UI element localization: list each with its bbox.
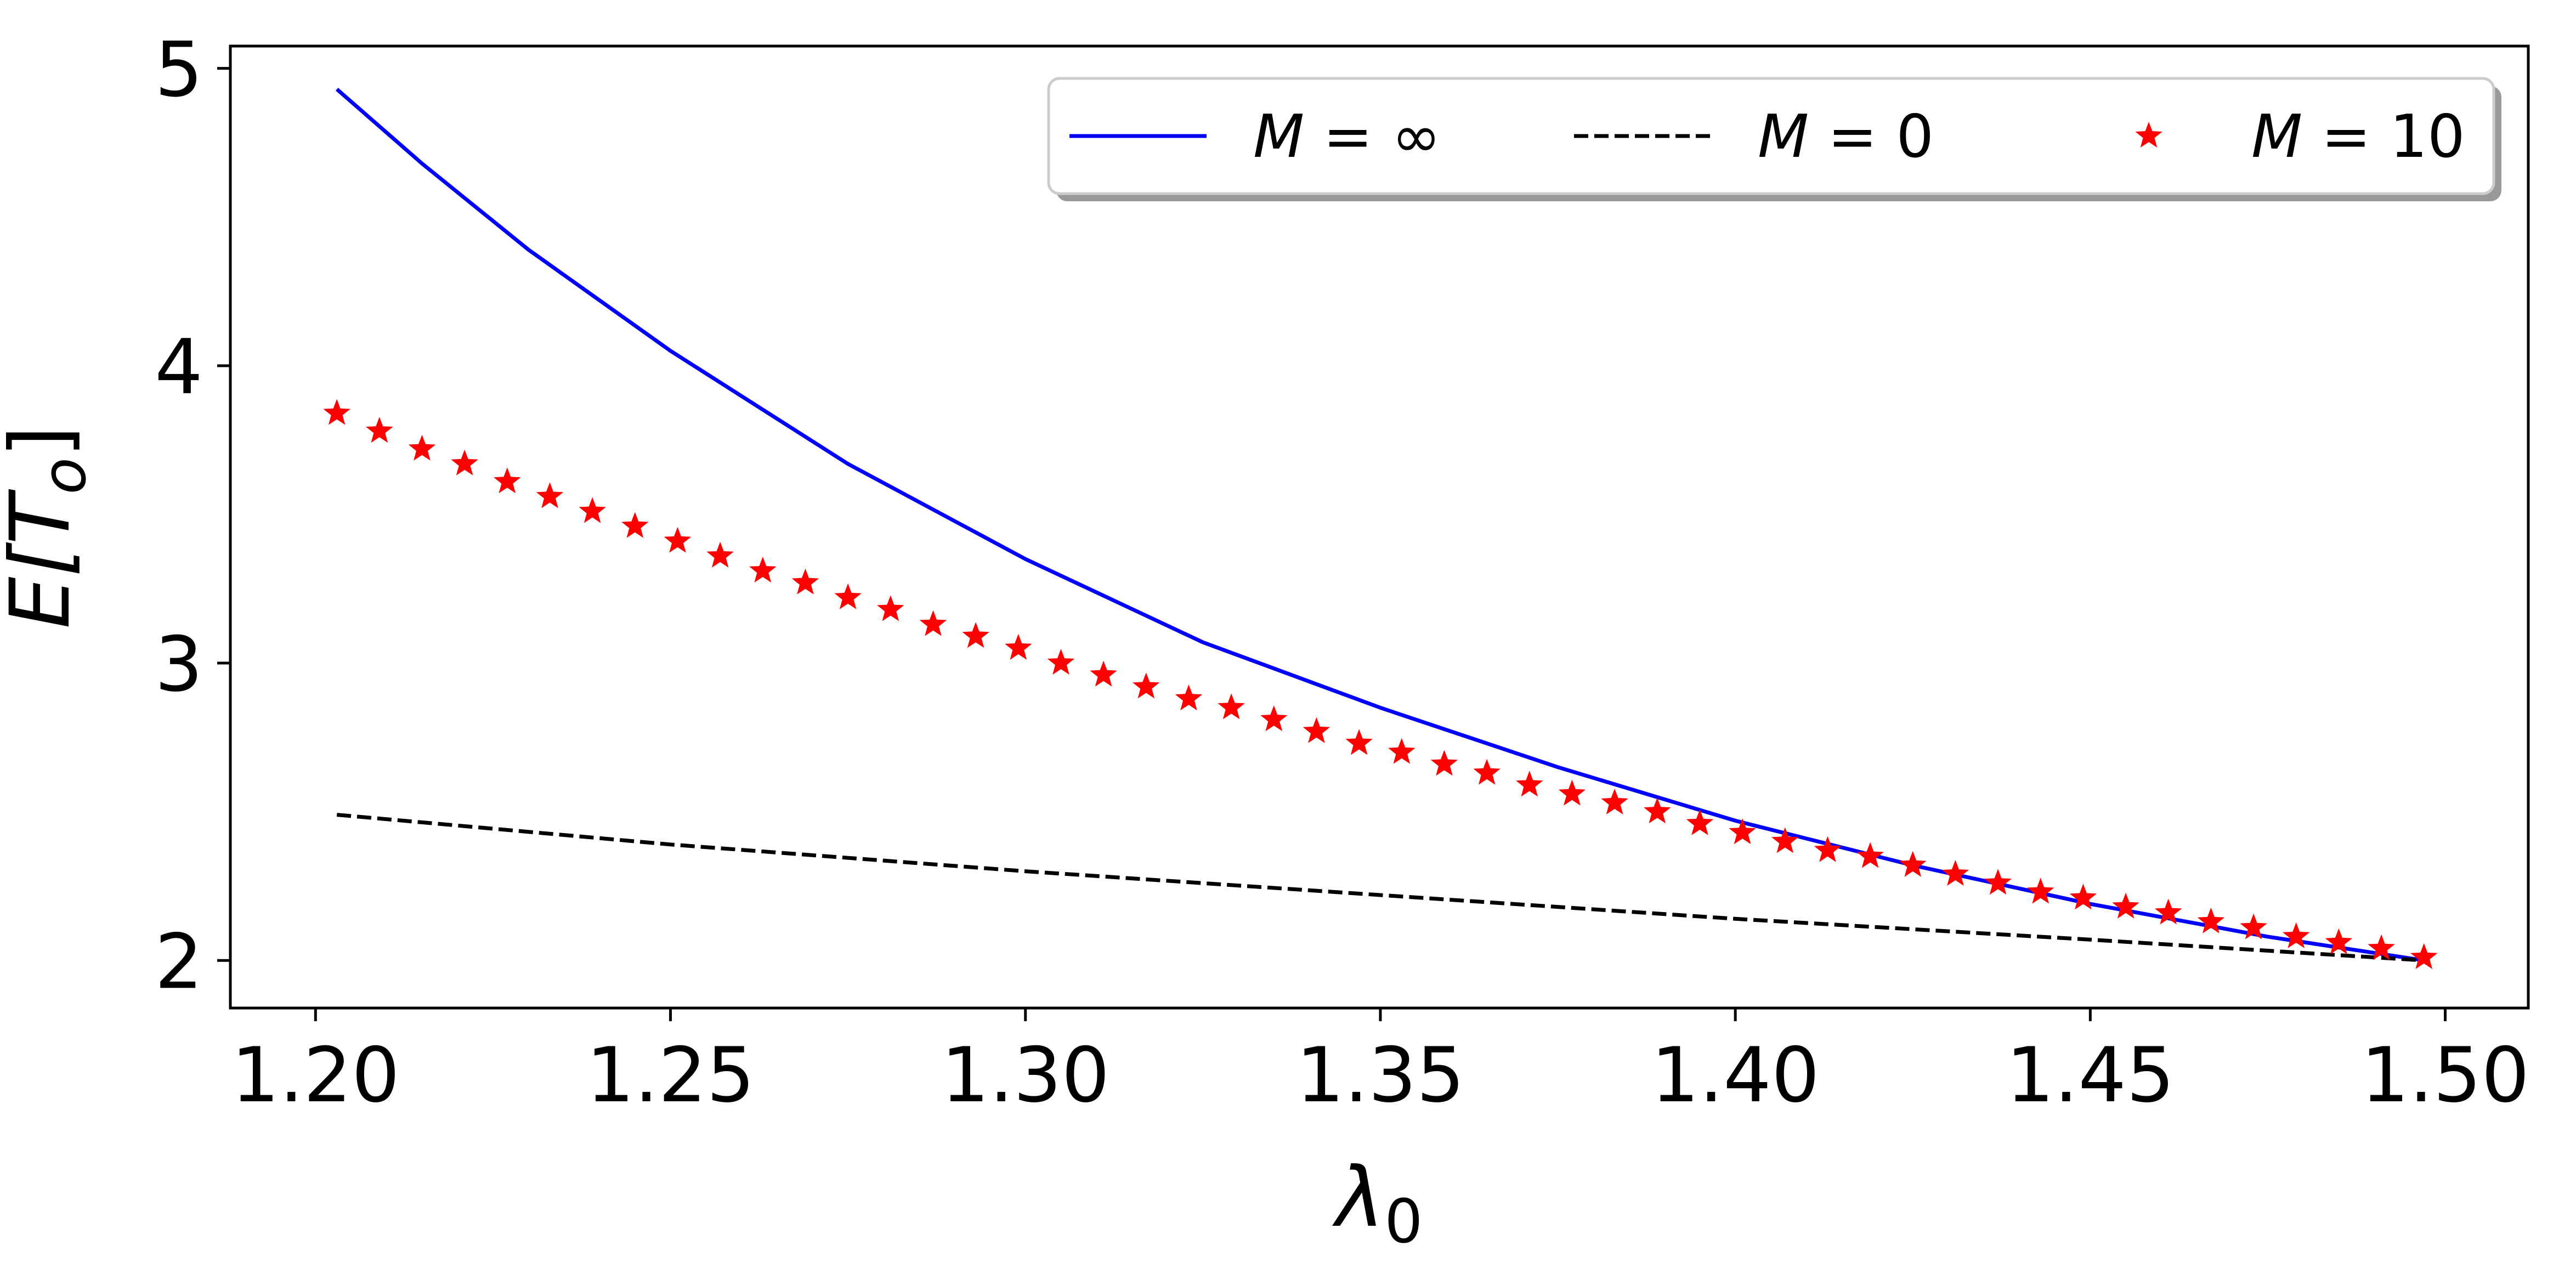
x-tick-label: 1.40 bbox=[1651, 1031, 1820, 1119]
series-m10-point bbox=[1601, 788, 1628, 814]
series-m10-point bbox=[1558, 779, 1586, 806]
y-axis-label-close: ] bbox=[0, 426, 88, 458]
series-m10-point bbox=[621, 512, 649, 538]
series-m10-point bbox=[1473, 758, 1501, 785]
x-tick-label: 1.35 bbox=[1296, 1031, 1464, 1119]
series-m10-point bbox=[2027, 878, 2054, 904]
series-m10-point bbox=[1090, 660, 1117, 687]
series-m10-point bbox=[1856, 842, 1884, 868]
series-m10-point bbox=[962, 622, 989, 648]
y-tick-label: 2 bbox=[155, 918, 203, 1006]
series-m10-point bbox=[494, 467, 521, 494]
series-m10-point bbox=[2069, 884, 2097, 910]
x-tick-label: 1.50 bbox=[2361, 1031, 2529, 1119]
y-axis-label-subscript: o bbox=[29, 457, 99, 494]
series-m10-point bbox=[408, 434, 436, 461]
series-m10-point bbox=[2240, 913, 2267, 939]
series-m10-point bbox=[1133, 672, 1160, 699]
series-m10-point bbox=[664, 527, 692, 553]
series-m10-point bbox=[1345, 729, 1373, 755]
series-m10-point bbox=[1218, 693, 1245, 720]
series-m10-point bbox=[1303, 717, 1331, 743]
y-axis-label: E[To] bbox=[0, 426, 99, 629]
ticks-layer: 1.20 1.25 1.30 1.35 1.40 1.45 1.50 2 3 4 5 bbox=[155, 26, 2529, 1119]
legend-box bbox=[1047, 77, 2495, 195]
series-m10-point bbox=[1686, 809, 1714, 835]
series-m10-point bbox=[536, 482, 564, 508]
series-m10-point bbox=[1388, 738, 1416, 764]
series-m10-point bbox=[1175, 684, 1203, 711]
x-axis-label: λ0 bbox=[1332, 1150, 1423, 1256]
series-layer bbox=[323, 87, 2438, 969]
series-m10-point bbox=[2368, 934, 2395, 960]
legend-label: M = 10 bbox=[2251, 103, 2465, 171]
series-m10-point bbox=[2197, 907, 2225, 933]
series-m10-point bbox=[451, 449, 478, 475]
series-m10-point bbox=[2410, 943, 2438, 969]
legend-label: M = 0 bbox=[1758, 103, 1934, 171]
legend-label-value: 10 bbox=[2390, 103, 2465, 171]
x-tick-label: 1.30 bbox=[941, 1031, 1109, 1119]
y-tick-label: 5 bbox=[155, 26, 203, 114]
series-m10-point bbox=[1516, 771, 1543, 797]
series-m10-point bbox=[1005, 633, 1032, 660]
series-m10-point bbox=[366, 417, 393, 443]
series-m10-point bbox=[2325, 928, 2353, 954]
series-m10-point bbox=[834, 583, 862, 609]
x-tick-label: 1.45 bbox=[2006, 1031, 2175, 1119]
series-m10-point bbox=[1814, 836, 1842, 862]
series-m10-point bbox=[1899, 851, 1927, 877]
series-m10-point bbox=[706, 541, 734, 568]
series-m10-point bbox=[749, 557, 777, 582]
series-m10-point bbox=[1984, 869, 2012, 895]
series-m10-point bbox=[1729, 818, 1756, 845]
legend-label-eq: = bbox=[1809, 103, 1896, 171]
x-tick-label: 1.20 bbox=[231, 1031, 400, 1119]
x-tick-label: 1.25 bbox=[586, 1031, 755, 1119]
legend-label-value: 0 bbox=[1896, 103, 1934, 171]
series-m10-point bbox=[919, 610, 947, 636]
legend-label: M = ∞ bbox=[1253, 103, 1441, 171]
y-axis-label-main: E[T bbox=[0, 489, 88, 629]
series-m10-point bbox=[1941, 860, 1969, 886]
legend-label-value: ∞ bbox=[1391, 103, 1441, 171]
series-m10-point bbox=[791, 568, 819, 595]
legend-label-eq: = bbox=[2302, 103, 2390, 171]
legend-label-var: M bbox=[1758, 103, 1809, 171]
series-m10-point bbox=[2155, 898, 2182, 925]
series-m0-line bbox=[336, 813, 2424, 963]
series-m10-point bbox=[323, 399, 350, 425]
y-tick-label: 3 bbox=[155, 620, 203, 709]
x-axis-label-main: λ bbox=[1332, 1150, 1385, 1246]
series-m10-point bbox=[2112, 892, 2139, 919]
x-axis-label-subscript: 0 bbox=[1384, 1186, 1423, 1256]
series-m10-point bbox=[877, 595, 904, 621]
series-m10-point bbox=[1771, 827, 1799, 853]
series-m10-point bbox=[1644, 797, 1671, 824]
legend-label-var: M bbox=[1253, 103, 1304, 171]
legend-m10-marker bbox=[2135, 122, 2162, 148]
series-minf-line bbox=[335, 87, 2425, 963]
series-m10-point bbox=[1047, 649, 1075, 675]
legend-label-eq: = bbox=[1304, 103, 1391, 171]
series-m10-point bbox=[1430, 750, 1458, 776]
series-m10-point bbox=[579, 497, 606, 523]
legend-label-var: M bbox=[2251, 103, 2302, 171]
y-tick-label: 4 bbox=[155, 323, 203, 411]
series-m10-point bbox=[2283, 922, 2310, 948]
series-m10-point bbox=[1260, 705, 1288, 732]
